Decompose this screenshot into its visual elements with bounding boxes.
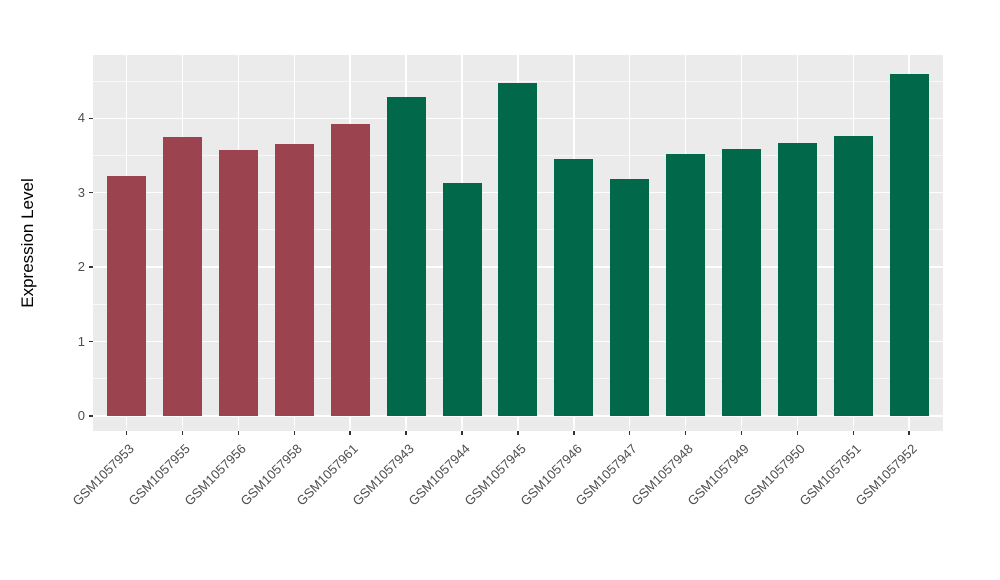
x-tick-mark [405,431,407,435]
x-tick-mark [125,431,128,435]
x-tick-mark [181,431,184,435]
y-tick-label: 2 [77,259,85,275]
x-tick-mark [796,431,799,435]
x-tick-mark [908,431,910,435]
x-tick-mark [573,431,575,435]
x-tick-mark [628,431,631,435]
y-tick-mark [89,117,93,120]
x-tick-mark [461,431,463,435]
bar [163,136,202,417]
y-tick-mark [89,266,93,268]
y-tick-label: 0 [77,408,85,424]
x-tick-mark [293,431,296,435]
x-tick-mark [852,431,855,435]
bar [442,183,482,417]
y-tick-mark [89,415,93,417]
bar [722,148,761,417]
bar [554,159,594,417]
y-tick-mark [89,191,93,194]
y-axis-title: Expression Level [18,178,37,308]
bar [666,154,706,417]
y-tick-label: 4 [77,110,85,126]
bar [498,83,538,417]
bar [330,124,370,417]
x-tick-mark [237,431,240,435]
bar [274,143,314,417]
bar [889,74,929,417]
bar [833,136,873,417]
x-tick-mark [349,431,351,435]
x-tick-mark [684,431,687,435]
bar [218,149,258,417]
bar [777,142,817,417]
x-tick-mark [517,431,519,435]
y-tick-label: 1 [77,333,85,349]
plot-panel [93,55,943,431]
bar [386,97,426,417]
x-tick-mark [740,431,743,435]
y-tick-mark [89,340,93,343]
bar [610,178,650,417]
y-tick-label: 3 [77,184,85,200]
bar [107,176,147,417]
